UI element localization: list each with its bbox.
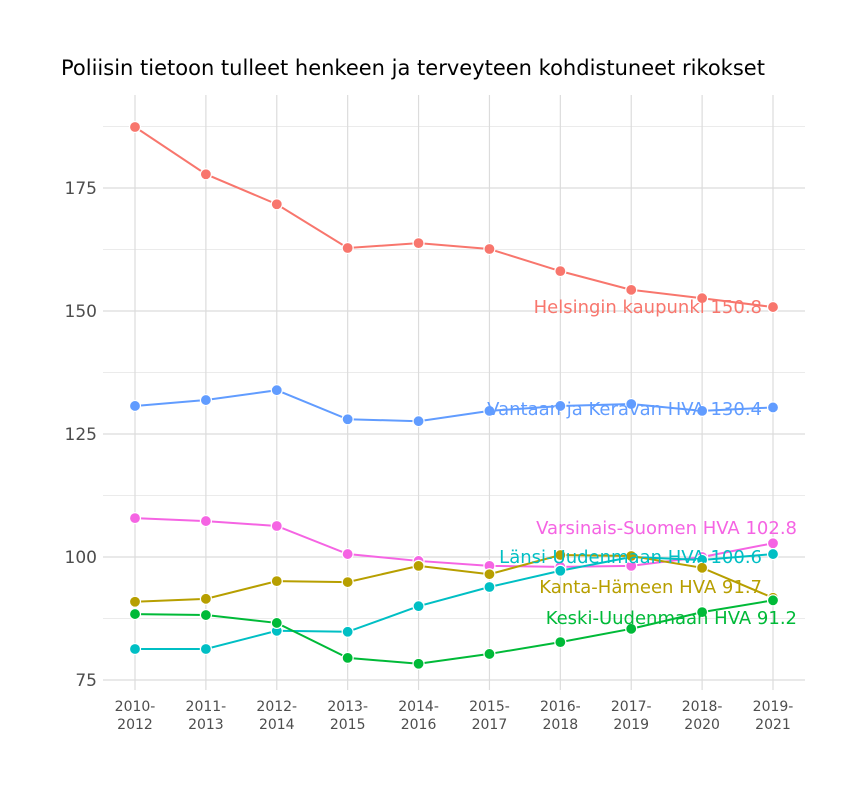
series-label: Keski-Uudenmaan HVA 91.2 — [546, 608, 797, 629]
data-point — [766, 594, 780, 607]
y-tick-label: 75 — [75, 671, 97, 691]
data-point — [696, 606, 709, 619]
series-label: Länsi-Uudenmaan HVA 100.6 — [499, 547, 762, 568]
x-tick-label: 2010-2012 — [115, 699, 156, 733]
data-point — [696, 404, 709, 417]
data-point — [766, 300, 780, 314]
x-tick-label: 2014-2016 — [398, 699, 439, 733]
data-point — [412, 559, 425, 572]
data-point — [128, 120, 142, 134]
data-point — [341, 625, 354, 638]
data-point — [483, 580, 496, 594]
x-tick-label: 2017-2019 — [611, 699, 652, 733]
data-point — [554, 564, 567, 577]
data-point — [412, 657, 425, 670]
data-point — [554, 265, 567, 278]
data-point — [128, 512, 142, 525]
data-point — [483, 647, 496, 661]
data-point — [128, 607, 142, 621]
data-point — [341, 651, 354, 664]
data-point — [199, 608, 212, 622]
data-point — [199, 592, 212, 605]
series-label: Vantaan ja Keravan HVA 130.4 — [487, 399, 762, 420]
data-point — [199, 393, 212, 407]
series-line — [134, 126, 774, 309]
data-point — [696, 561, 709, 574]
data-point — [270, 384, 283, 397]
x-tick-label: 2012-2014 — [256, 699, 297, 733]
x-tick-label: 2016-2018 — [540, 699, 581, 733]
x-tick-label: 2018-2020 — [682, 699, 723, 733]
data-point — [128, 595, 142, 608]
series-line — [134, 389, 774, 423]
data-point — [341, 241, 354, 255]
data-point — [270, 575, 283, 588]
series-label: Helsingin kaupunki 150.8 — [534, 297, 762, 318]
data-point — [412, 237, 425, 250]
data-point — [766, 401, 780, 414]
data-point — [766, 547, 780, 561]
x-tick-label: 2013-2015 — [327, 699, 368, 733]
data-point — [483, 404, 496, 417]
data-point — [270, 198, 283, 211]
y-tick-label: 100 — [65, 548, 97, 568]
data-point — [554, 636, 567, 649]
data-point — [341, 547, 354, 561]
series-label: Varsinais-Suomen HVA 102.8 — [536, 518, 797, 539]
y-tick-label: 150 — [65, 302, 97, 322]
data-point — [554, 399, 567, 413]
data-point — [625, 549, 638, 563]
data-point — [554, 548, 567, 562]
data-point — [199, 168, 212, 181]
data-point — [483, 568, 496, 581]
data-point — [412, 600, 425, 613]
data-point — [128, 399, 142, 413]
data-point — [199, 642, 212, 656]
y-tick-label: 175 — [65, 179, 97, 199]
data-point — [766, 537, 780, 550]
data-point — [625, 622, 638, 635]
data-point — [483, 242, 496, 256]
data-point — [341, 575, 354, 589]
data-point — [412, 415, 425, 428]
x-tick-label: 2019-2021 — [753, 699, 794, 733]
series-label: Kanta-Hämeen HVA 91.7 — [539, 577, 762, 598]
series-line — [135, 553, 774, 651]
data-point — [625, 397, 638, 411]
data-point — [341, 413, 354, 426]
y-tick-label: 125 — [65, 425, 97, 445]
series-line — [134, 599, 774, 665]
data-point — [270, 616, 283, 630]
series-line — [134, 554, 774, 603]
data-point — [625, 283, 638, 296]
x-tick-label: 2011-2013 — [186, 699, 227, 733]
x-tick-label: 2015-2017 — [469, 699, 510, 733]
data-point — [199, 514, 212, 528]
data-point — [270, 519, 283, 533]
chart-title: Poliisin tietoon tulleet henkeen ja terv… — [61, 56, 765, 80]
data-point — [128, 642, 142, 656]
data-point — [696, 292, 709, 305]
